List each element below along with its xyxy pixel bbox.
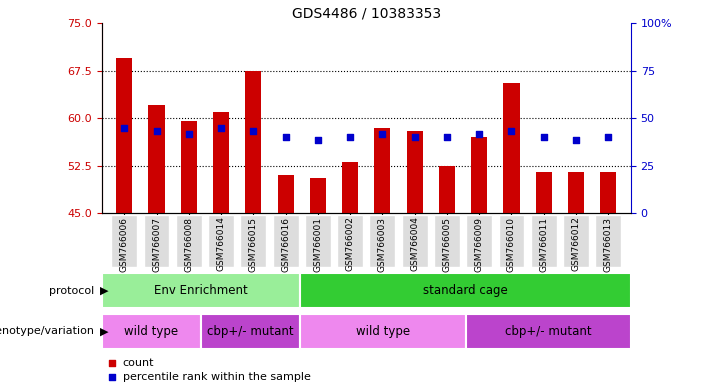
Bar [213,112,229,213]
Text: protocol: protocol [49,286,95,296]
Bar [439,166,455,213]
Point [377,131,388,137]
Text: GSM766007: GSM766007 [152,217,161,271]
Bar [471,137,487,213]
Bar [568,172,584,213]
Point [474,131,485,137]
Text: GSM766009: GSM766009 [475,217,484,271]
Point [312,137,323,143]
Text: wild type: wild type [124,325,178,338]
Bar [300,314,465,349]
Title: GDS4486 / 10383353: GDS4486 / 10383353 [292,7,441,20]
Bar [531,215,557,267]
Bar [300,273,631,308]
Text: wild type: wild type [355,325,410,338]
Text: GSM766013: GSM766013 [604,217,613,271]
Text: GSM766010: GSM766010 [507,217,516,271]
Bar [465,314,631,349]
Bar [201,314,300,349]
Bar [310,178,326,213]
Bar [273,215,299,267]
Bar [374,127,390,213]
Text: GSM766002: GSM766002 [346,217,355,271]
Bar [116,58,132,213]
Point [603,134,614,140]
Bar [305,215,331,267]
Bar [245,71,261,213]
Text: count: count [123,358,154,368]
Bar [181,121,197,213]
Bar [176,215,202,267]
Bar [149,106,165,213]
Point [107,374,118,381]
Text: percentile rank within the sample: percentile rank within the sample [123,372,311,382]
Text: GSM766004: GSM766004 [410,217,419,271]
Point [107,360,118,366]
Text: GSM766015: GSM766015 [249,217,258,271]
Bar [144,215,170,267]
Text: cbp+/- mutant: cbp+/- mutant [505,325,592,338]
Bar [278,175,294,213]
Bar [102,273,300,308]
Bar [369,215,395,267]
Text: ▶: ▶ [100,286,109,296]
Text: GSM766016: GSM766016 [281,217,290,271]
Bar [595,215,621,267]
Bar [466,215,492,267]
Bar [337,215,363,267]
Text: GSM766001: GSM766001 [313,217,322,271]
Text: GSM766006: GSM766006 [120,217,129,271]
Bar [498,215,524,267]
Point [538,134,550,140]
Text: GSM766011: GSM766011 [539,217,548,271]
Point [183,131,194,137]
Text: GSM766003: GSM766003 [378,217,387,271]
Bar [536,172,552,213]
Point [571,137,582,143]
Bar [563,215,589,267]
Text: GSM766012: GSM766012 [571,217,580,271]
Bar [434,215,460,267]
Bar [111,215,137,267]
Bar [407,131,423,213]
Text: GSM766008: GSM766008 [184,217,193,271]
Text: GSM766005: GSM766005 [442,217,451,271]
Bar [102,314,201,349]
Bar [342,162,358,213]
Point [280,134,291,140]
Bar [240,215,266,267]
Text: ▶: ▶ [100,326,109,336]
Point [344,134,355,140]
Text: Env Enrichment: Env Enrichment [154,285,247,297]
Text: cbp+/- mutant: cbp+/- mutant [207,325,294,338]
Bar [208,215,234,267]
Point [442,134,453,140]
Point [409,134,421,140]
Point [151,128,162,134]
Point [247,128,259,134]
Point [118,124,130,131]
Bar [402,215,428,267]
Bar [503,83,519,213]
Bar [600,172,616,213]
Point [215,124,226,131]
Text: GSM766014: GSM766014 [217,217,226,271]
Text: genotype/variation: genotype/variation [0,326,95,336]
Text: standard cage: standard cage [423,285,508,297]
Point [506,128,517,134]
